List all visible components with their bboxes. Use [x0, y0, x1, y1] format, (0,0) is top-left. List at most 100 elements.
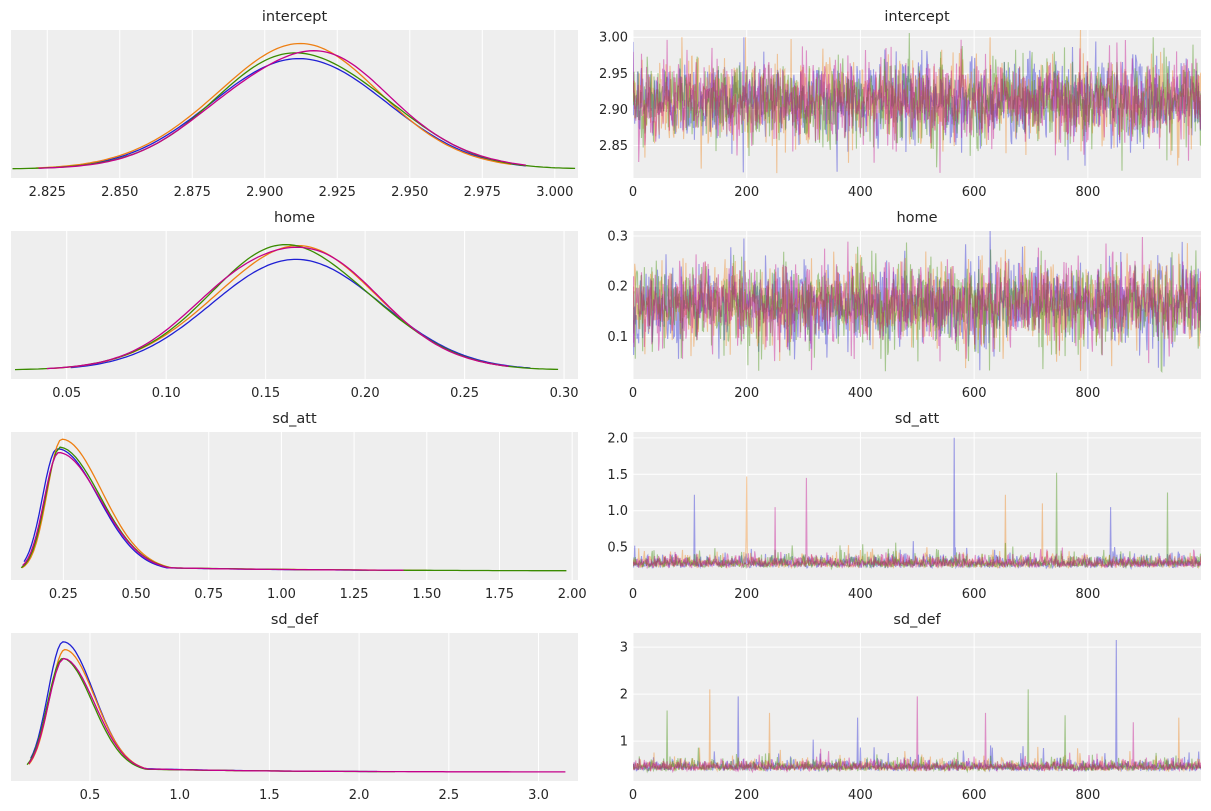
trace-sd-att-xtick-label: 800 — [1075, 587, 1100, 602]
density-sd-def-xtick-label: 2.5 — [438, 788, 459, 803]
trace-home-xtick-label: 600 — [962, 386, 987, 401]
trace-home-xtick-label: 800 — [1075, 386, 1100, 401]
trace-sd-def-xtick-label: 800 — [1075, 788, 1100, 803]
density-intercept-chain-2-curve — [35, 42, 512, 169]
density-intercept-xtick-label: 2.850 — [101, 185, 138, 200]
density-sd-att-chain-4-curve — [22, 452, 404, 571]
trace-sd-att-background — [633, 432, 1201, 580]
trace-sd-def-ytick-label: 3 — [620, 641, 628, 656]
density-sd-att-xtick-label: 2.00 — [558, 587, 587, 602]
trace-intercept-ytick-label: 2.85 — [599, 139, 628, 154]
density-sd-att-xtick-label: 1.25 — [340, 587, 369, 602]
density-sd-def-xtick-label: 2.0 — [349, 788, 370, 803]
trace-sd-att-ytick-label: 1.0 — [607, 504, 628, 519]
density-intercept-xtick-label: 2.975 — [464, 185, 501, 200]
trace-sd-def-xtick-label: 200 — [734, 788, 759, 803]
trace-sd-def-xtick-label: 0 — [629, 788, 637, 803]
density-intercept-xtick-label: 2.925 — [319, 185, 356, 200]
density-sd-def-xtick-label: 1.5 — [259, 788, 280, 803]
density-sd-def-xtick-label: 1.0 — [169, 788, 190, 803]
density-home-xtick-label: 0.10 — [152, 386, 181, 401]
density-intercept-panel: 2.825 2.850 2.875 2.900 2.925 2.950 2.975 3.000 — [11, 30, 578, 200]
density-intercept-background — [11, 30, 578, 178]
trace-sd-def-panel: 0 200 400 600 800 1 2 3 — [620, 633, 1201, 803]
trace-home-chain-1-trace — [633, 231, 1201, 371]
density-sd-def-xtick-label: 0.5 — [80, 788, 101, 803]
trace-intercept-chain-1-trace — [633, 37, 1201, 173]
density-home-xtick-label: 0.20 — [351, 386, 380, 401]
density-sd-att-xtick-label: 0.75 — [194, 587, 223, 602]
density-intercept-title: intercept — [262, 9, 328, 25]
density-intercept-chain-1-curve — [38, 57, 526, 169]
density-sd-att-background — [11, 432, 578, 580]
density-intercept-xtick-label: 2.875 — [174, 185, 211, 200]
trace-intercept-chain-3-trace — [633, 32, 1201, 171]
trace-sd-att-xtick-label: 200 — [734, 587, 759, 602]
trace-home-xtick-label: 200 — [734, 386, 759, 401]
trace-sd-att-chain-4-trace — [633, 477, 1201, 569]
density-home-xtick-label: 0.15 — [251, 386, 280, 401]
trace-sd-def-ytick-label: 1 — [620, 735, 628, 750]
trace-sd-att-panel: 0 200 400 600 800 0.5 1.0 1.5 2.0 — [607, 431, 1201, 602]
trace-home-background — [633, 231, 1201, 379]
trace-intercept-xtick-label: 0 — [629, 185, 637, 200]
density-intercept-xtick-label: 3.000 — [536, 185, 573, 200]
density-sd-att-xtick-label: 1.00 — [267, 587, 296, 602]
density-intercept-chain-4-curve — [38, 50, 526, 169]
trace-sd-att-ytick-label: 0.5 — [607, 541, 628, 556]
density-home-title: home — [274, 210, 315, 226]
density-home-xtick-label: 0.05 — [52, 386, 81, 401]
trace-sd-att-xtick-label: 400 — [848, 587, 873, 602]
trace-sd-def-chain-3-trace — [633, 689, 1201, 774]
trace-intercept-ytick-label: 2.95 — [599, 67, 628, 82]
trace-home-chain-2-trace — [633, 243, 1201, 371]
trace-intercept-background — [633, 30, 1201, 178]
trace-intercept-xtick-label: 600 — [962, 185, 987, 200]
density-intercept-xtick-label: 2.825 — [29, 185, 66, 200]
trace-sd-att-xtick-label: 600 — [962, 587, 987, 602]
trace-home-ytick-label: 0.1 — [607, 330, 628, 345]
density-sd-def-panel: 0.5 1.0 1.5 2.0 2.5 3.0 — [11, 633, 578, 803]
trace-sd-att-title: sd_att — [895, 411, 940, 427]
density-home-xtick-label: 0.25 — [450, 386, 479, 401]
trace-home-xtick-label: 0 — [629, 386, 637, 401]
trace-sd-def-chain-2-trace — [633, 689, 1201, 773]
trace-home-chain-4-trace — [633, 236, 1201, 371]
trace-sd-att-ytick-label: 2.0 — [607, 431, 628, 446]
trace-home-title: home — [896, 210, 937, 226]
density-home-xtick-label: 0.30 — [550, 386, 579, 401]
trace-intercept-ytick-label: 3.00 — [599, 31, 628, 46]
density-home-chain-1-curve — [70, 258, 531, 369]
density-sd-def-xtick-label: 3.0 — [528, 788, 549, 803]
trace-home-ytick-label: 0.3 — [607, 230, 628, 245]
trace-intercept-chain-2-trace — [633, 30, 1201, 174]
trace-home-ytick-label: 0.2 — [607, 280, 628, 295]
trace-sd-def-background — [633, 633, 1201, 781]
trace-sd-def-xtick-label: 600 — [962, 788, 987, 803]
trace-sd-att-chain-2-trace — [633, 476, 1201, 570]
density-intercept-xtick-label: 2.950 — [391, 185, 428, 200]
trace-sd-att-chain-3-trace — [633, 472, 1201, 571]
density-home-background — [11, 231, 578, 379]
trace-home-chain-3-trace — [633, 242, 1201, 373]
trace-intercept-xtick-label: 200 — [734, 185, 759, 200]
density-intercept-xtick-label: 2.900 — [246, 185, 283, 200]
trace-home-panel: 0 200 400 600 800 0.1 0.2 0.3 — [607, 230, 1201, 401]
density-home-chain-4-curve — [46, 246, 509, 370]
trace-sd-def-title: sd_def — [893, 612, 941, 628]
density-sd-def-title: sd_def — [271, 612, 319, 628]
density-sd-att-xtick-label: 0.25 — [49, 587, 78, 602]
trace-sd-att-ytick-label: 1.5 — [607, 468, 628, 483]
trace-intercept-xtick-label: 400 — [848, 185, 873, 200]
trace-intercept-xtick-label: 800 — [1075, 185, 1100, 200]
trace-sd-att-chain-1-trace — [633, 437, 1201, 570]
trace-sd-att-xtick-label: 0 — [629, 587, 637, 602]
trace-sd-def-xtick-label: 400 — [848, 788, 873, 803]
density-home-panel: 0.05 0.10 0.15 0.20 0.25 0.30 — [11, 231, 579, 401]
density-sd-att-xtick-label: 1.50 — [412, 587, 441, 602]
trace-sd-def-chain-4-trace — [633, 696, 1201, 774]
trace-intercept-ytick-label: 2.90 — [599, 103, 628, 118]
density-sd-att-title: sd_att — [272, 411, 317, 427]
trace-sd-def-ytick-label: 2 — [620, 688, 628, 703]
